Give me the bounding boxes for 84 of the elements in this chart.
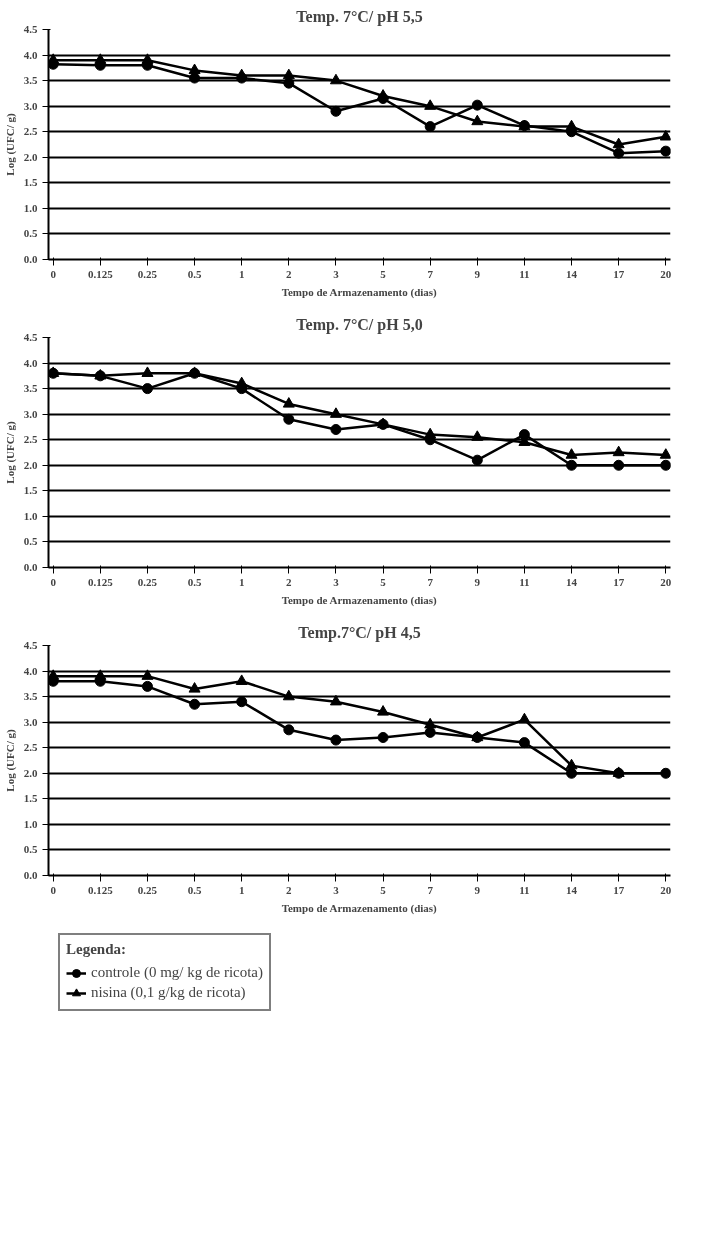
y-tick-label: 3.5 bbox=[23, 74, 38, 87]
x-tick-label: 0.25 bbox=[137, 883, 158, 896]
x-tick-label: 17 bbox=[613, 575, 625, 588]
y-tick-label: 2.5 bbox=[23, 433, 38, 446]
x-tick-label: 2 bbox=[286, 575, 293, 588]
y-tick-label: 1.0 bbox=[23, 509, 38, 522]
y-tick-label: 1.5 bbox=[23, 792, 38, 805]
y-tick-label: 2.0 bbox=[23, 150, 38, 163]
chart-title: Temp. 7°C/ pH 5,5 bbox=[296, 7, 423, 26]
x-tick-label: 0 bbox=[50, 883, 57, 896]
x-tick-label: 9 bbox=[474, 575, 481, 588]
y-tick-label: 2.5 bbox=[23, 741, 38, 754]
x-tick-label: 0.125 bbox=[87, 575, 114, 588]
y-tick-label: 1.0 bbox=[23, 201, 38, 214]
y-tick-label: 1.5 bbox=[23, 176, 38, 189]
x-tick-label: 1 bbox=[238, 267, 245, 280]
y-tick-label: 0.5 bbox=[23, 843, 38, 856]
legend-label: controle (0 mg/ kg de ricota) bbox=[91, 964, 264, 981]
y-tick-label: 3.0 bbox=[23, 407, 38, 420]
x-tick-label: 3 bbox=[333, 883, 340, 896]
x-tick-label: 0.125 bbox=[87, 883, 114, 896]
x-tick-label: 9 bbox=[474, 267, 481, 280]
y-tick-label: 4.0 bbox=[23, 664, 38, 677]
y-tick-label: 0.0 bbox=[23, 253, 38, 265]
x-tick-label: 0.25 bbox=[137, 575, 158, 588]
x-axis-title: Tempo de Armazenamento (dias) bbox=[281, 285, 438, 299]
y-tick-label: 3.0 bbox=[23, 99, 38, 112]
y-tick-label: 1.5 bbox=[23, 484, 38, 497]
x-axis-title: Tempo de Armazenamento (dias) bbox=[281, 901, 438, 915]
x-axis-title: Tempo de Armazenamento (dias) bbox=[281, 593, 438, 607]
x-tick-label: 3 bbox=[333, 575, 340, 588]
x-tick-label: 14 bbox=[566, 575, 578, 588]
y-axis-title: Log (UFC/ g) bbox=[3, 729, 17, 792]
x-tick-label: 0.125 bbox=[87, 267, 114, 280]
x-tick-label: 2 bbox=[286, 883, 293, 896]
x-tick-label: 1 bbox=[238, 883, 245, 896]
x-tick-label: 5 bbox=[380, 883, 387, 896]
x-tick-label: 1 bbox=[238, 575, 245, 588]
x-tick-label: 0.5 bbox=[187, 267, 202, 280]
y-tick-label: 3.5 bbox=[23, 690, 38, 703]
y-tick-label: 2.0 bbox=[23, 766, 38, 779]
chart-title: Temp.7°C/ pH 4,5 bbox=[298, 623, 421, 642]
y-tick-label: 0.0 bbox=[23, 561, 38, 573]
x-tick-label: 11 bbox=[519, 575, 530, 588]
legend-title: Legenda: bbox=[66, 940, 127, 958]
y-tick-label: 4.5 bbox=[23, 639, 38, 651]
x-tick-label: 0.5 bbox=[187, 883, 202, 896]
y-tick-label: 4.5 bbox=[23, 23, 38, 35]
y-tick-label: 3.5 bbox=[23, 382, 38, 395]
x-tick-label: 20 bbox=[660, 267, 672, 280]
y-axis-title: Log (UFC/ g) bbox=[3, 113, 17, 176]
y-tick-label: 4.5 bbox=[23, 331, 38, 343]
x-tick-label: 3 bbox=[333, 267, 340, 280]
x-tick-label: 14 bbox=[566, 267, 578, 280]
y-tick-label: 0.5 bbox=[23, 227, 38, 240]
x-tick-label: 5 bbox=[380, 575, 387, 588]
x-tick-label: 0 bbox=[50, 267, 57, 280]
x-tick-label: 0.5 bbox=[187, 575, 202, 588]
x-tick-label: 11 bbox=[519, 883, 530, 896]
y-tick-label: 0.5 bbox=[23, 535, 38, 548]
x-tick-label: 7 bbox=[427, 267, 434, 280]
x-tick-label: 2 bbox=[286, 267, 293, 280]
x-tick-label: 7 bbox=[427, 883, 434, 896]
x-tick-label: 11 bbox=[519, 267, 530, 280]
y-tick-label: 2.0 bbox=[23, 458, 38, 471]
y-tick-label: 4.0 bbox=[23, 48, 38, 61]
y-tick-label: 1.0 bbox=[23, 817, 38, 830]
x-tick-label: 17 bbox=[613, 267, 625, 280]
x-tick-label: 7 bbox=[427, 575, 434, 588]
x-tick-label: 14 bbox=[566, 883, 578, 896]
x-tick-label: 9 bbox=[474, 883, 481, 896]
x-tick-label: 0 bbox=[50, 575, 57, 588]
y-tick-label: 0.0 bbox=[23, 869, 38, 881]
y-axis-title: Log (UFC/ g) bbox=[3, 421, 17, 484]
x-tick-label: 17 bbox=[613, 883, 625, 896]
x-tick-label: 5 bbox=[380, 267, 387, 280]
chart-title: Temp. 7°C/ pH 5,0 bbox=[296, 315, 423, 334]
x-tick-label: 20 bbox=[660, 883, 672, 896]
legend-label: nisina (0,1 g/kg de ricota) bbox=[91, 984, 246, 1001]
x-tick-label: 0.25 bbox=[137, 267, 158, 280]
y-tick-label: 2.5 bbox=[23, 125, 38, 138]
y-tick-label: 3.0 bbox=[23, 715, 38, 728]
y-tick-label: 4.0 bbox=[23, 356, 38, 369]
x-tick-label: 20 bbox=[660, 575, 672, 588]
